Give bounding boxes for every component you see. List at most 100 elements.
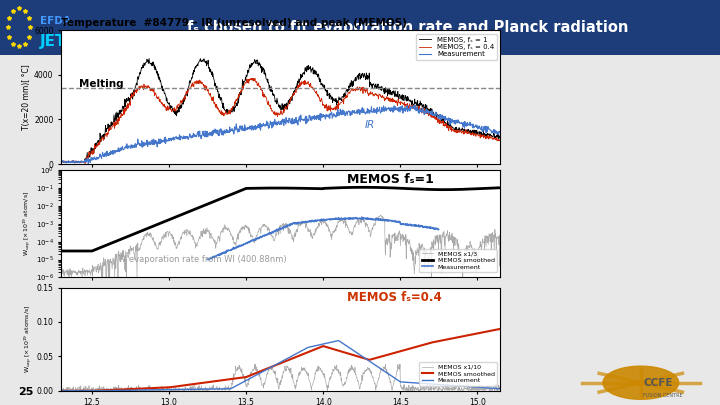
MEMOS, fₛ = 0.4 — [297, 81, 306, 86]
Text: FUSION CENTRE: FUSION CENTRE — [644, 393, 683, 398]
Measurement — [283, 223, 292, 228]
MEMOS x1/10 — [490, 388, 499, 393]
Measurement — [254, 235, 263, 240]
MEMOS smoothed — [57, 388, 66, 393]
Measurement — [248, 375, 256, 380]
MEMOS x1/3 — [377, 213, 385, 217]
MEMOS smoothed — [115, 237, 124, 242]
Text: W evaporation rate from WI (400.88nm): W evaporation rate from WI (400.88nm) — [118, 256, 287, 264]
MEMOS, fₛ = 0.4 — [205, 93, 214, 98]
MEMOS, fₛ = 0.4 — [496, 137, 505, 142]
MEMOS smoothed — [359, 185, 368, 190]
Measurement — [115, 388, 124, 393]
Text: EFDA: EFDA — [40, 16, 71, 26]
Measurement — [204, 257, 213, 262]
Measurement — [131, 388, 140, 392]
Measurement — [84, 162, 93, 166]
Text: MEMOS fₛ=1: MEMOS fₛ=1 — [347, 173, 433, 186]
Measurement — [205, 387, 214, 392]
MEMOS x1/10 — [288, 374, 297, 379]
Measurement — [496, 386, 505, 391]
Measurement — [411, 103, 420, 108]
Y-axis label: W$_{vap}$ [$\times$10$^{19}$ atoms/s]: W$_{vap}$ [$\times$10$^{19}$ atoms/s] — [22, 305, 34, 373]
MEMOS x1/10 — [205, 388, 214, 392]
MEMOS smoothed — [131, 231, 140, 236]
MEMOS, fₛ = 1 — [145, 56, 153, 61]
MEMOS smoothed — [288, 186, 297, 191]
Measurement — [434, 227, 443, 232]
Measurement — [297, 117, 306, 122]
MEMOS x1/3 — [288, 233, 297, 238]
MEMOS, fₛ = 0.4 — [57, 159, 66, 164]
Line: MEMOS, fₛ = 0.4: MEMOS, fₛ = 0.4 — [61, 79, 500, 164]
MEMOS x1/10 — [131, 388, 140, 392]
Text: Best fit to all data with fₛ=0.4: Best fit to all data with fₛ=0.4 — [89, 303, 297, 316]
MEMOS, fₛ = 1 — [297, 72, 306, 77]
Text: Temperature  #84779 – IR (unresolved) and peak (MEMOS): Temperature #84779 – IR (unresolved) and… — [61, 18, 407, 28]
Measurement — [57, 388, 66, 393]
MEMOS x1/3 — [205, 228, 214, 233]
MEMOS, fₛ = 0.4 — [251, 76, 259, 81]
Measurement — [331, 216, 340, 221]
Y-axis label: W$_{vap}$ [$\times$10$^{19}$ atom/s]: W$_{vap}$ [$\times$10$^{19}$ atom/s] — [22, 191, 33, 256]
MEMOS, fₛ = 1 — [496, 135, 505, 140]
MEMOS, fₛ = 0.4 — [248, 77, 256, 82]
Polygon shape — [603, 366, 679, 399]
MEMOS, fₛ = 1 — [248, 62, 257, 67]
Measurement — [288, 354, 297, 358]
MEMOS x1/3 — [57, 272, 66, 277]
MEMOS smoothed — [248, 372, 256, 377]
MEMOS x1/3 — [248, 234, 256, 239]
Measurement — [115, 149, 124, 153]
Text: 25: 25 — [18, 387, 33, 397]
MEMOS, fₛ = 0.4 — [131, 89, 140, 94]
MEMOS, fₛ = 0.4 — [289, 92, 297, 97]
MEMOS x1/3 — [131, 244, 140, 249]
Legend: MEMOS, fₛ = 1, MEMOS, fₛ = 0.4, Measurement: MEMOS, fₛ = 1, MEMOS, fₛ = 0.4, Measurem… — [416, 34, 497, 60]
Line: MEMOS x1/10: MEMOS x1/10 — [61, 364, 500, 391]
MEMOS smoothed — [496, 326, 505, 331]
Measurement — [57, 159, 66, 164]
MEMOS x1/10 — [57, 387, 66, 392]
MEMOS, fₛ = 1 — [115, 112, 124, 117]
Text: fₛ chosen to fit evaporation rate and Planck radiation: fₛ chosen to fit evaporation rate and Pl… — [187, 20, 629, 35]
MEMOS x1/10 — [396, 362, 405, 367]
MEMOS x1/3 — [297, 222, 306, 227]
Line: MEMOS x1/3: MEMOS x1/3 — [61, 215, 500, 295]
Line: MEMOS, fₛ = 1: MEMOS, fₛ = 1 — [61, 58, 500, 162]
MEMOS smoothed — [57, 249, 66, 254]
Measurement — [297, 349, 305, 354]
MEMOS smoothed — [297, 352, 305, 357]
Measurement — [359, 215, 367, 220]
Legend: MEMOS x1/3, MEMOS smoothed, Measurement: MEMOS x1/3, MEMOS smoothed, Measurement — [419, 249, 498, 272]
Line: Measurement: Measurement — [61, 105, 500, 164]
MEMOS smoothed — [205, 379, 214, 384]
MEMOS x1/3 — [496, 233, 505, 238]
Measurement — [131, 141, 140, 146]
MEMOS x1/10 — [297, 369, 305, 374]
Measurement — [496, 128, 505, 133]
MEMOS x1/10 — [115, 387, 124, 392]
Measurement — [288, 116, 297, 121]
Measurement — [334, 338, 343, 343]
MEMOS smoothed — [297, 186, 305, 191]
Line: MEMOS smoothed: MEMOS smoothed — [61, 329, 500, 391]
Measurement — [430, 226, 438, 231]
MEMOS smoothed — [115, 387, 124, 392]
MEMOS smoothed — [288, 356, 297, 361]
Measurement — [310, 219, 319, 224]
Y-axis label: T(x=20 mm)[ °C]: T(x=20 mm)[ °C] — [22, 64, 31, 130]
Measurement — [248, 124, 256, 128]
MEMOS x1/10 — [248, 372, 256, 377]
Measurement — [204, 257, 212, 262]
MEMOS x1/3 — [115, 252, 124, 257]
Line: Measurement: Measurement — [61, 341, 500, 391]
Text: Melting: Melting — [78, 79, 123, 89]
Line: MEMOS smoothed: MEMOS smoothed — [61, 187, 500, 251]
Text: IR: IR — [364, 120, 374, 130]
MEMOS x1/10 — [496, 384, 505, 389]
MEMOS, fₛ = 1 — [289, 92, 297, 96]
MEMOS, fₛ = 1 — [206, 67, 215, 72]
MEMOS, fₛ = 1 — [57, 160, 66, 164]
MEMOS, fₛ = 1 — [131, 85, 140, 90]
